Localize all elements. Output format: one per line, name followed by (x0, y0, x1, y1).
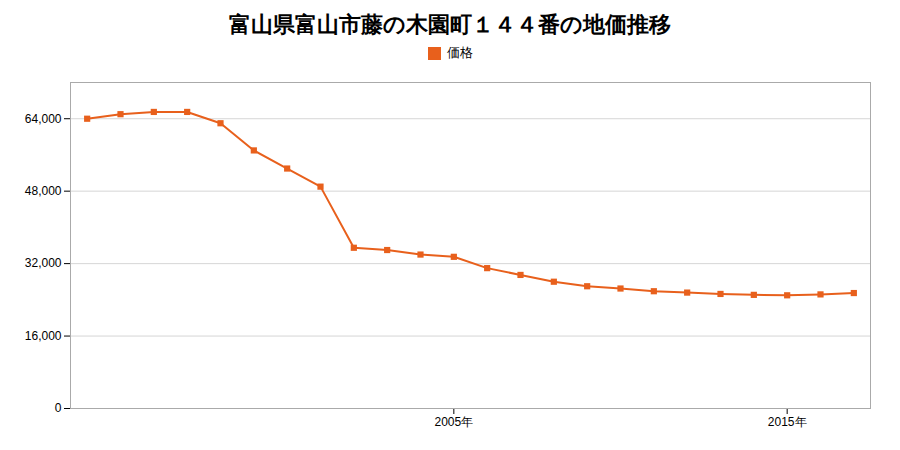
html-text:価格: 価格 (446, 45, 473, 60)
svg-text:2015年: 2015年 (768, 415, 807, 429)
svg-text:16,000: 16,000 (25, 329, 62, 343)
svg-text:0: 0 (55, 401, 62, 415)
svg-text:32,000: 32,000 (25, 256, 62, 270)
svg-text:48,000: 48,000 (25, 184, 62, 198)
svg-text:64,000: 64,000 (25, 112, 62, 126)
svg-text:2005年: 2005年 (434, 415, 473, 429)
html-text:富山県富山市藤の木園町１４４番の地価推移: 富山県富山市藤の木園町１４４番の地価推移 (229, 12, 671, 37)
